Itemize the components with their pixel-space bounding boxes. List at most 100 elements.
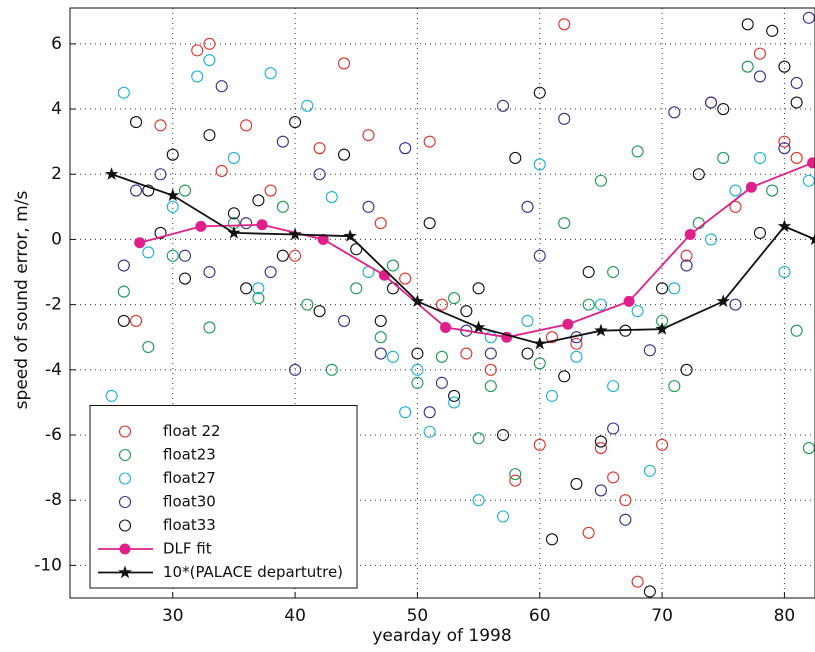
data-point: [558, 18, 571, 31]
data-point: [203, 321, 216, 334]
data-point: [374, 347, 387, 360]
data-point: [472, 282, 485, 295]
x-tick-label: 70: [651, 606, 673, 626]
legend-marker: [118, 565, 132, 579]
data-point: [435, 298, 448, 311]
data-point: [252, 282, 265, 295]
data-point: [203, 37, 216, 50]
data-point: [766, 24, 779, 37]
data-point: [471, 320, 486, 334]
data-point: [195, 220, 207, 232]
data-point: [484, 347, 497, 360]
data-point: [684, 229, 696, 241]
data-point: [692, 168, 705, 181]
legend-label: float23: [163, 446, 216, 464]
data-point: [484, 363, 497, 376]
data-point: [777, 219, 792, 233]
data-point: [623, 295, 635, 307]
y-tick-label: 2: [51, 164, 62, 184]
legend-label: float 22: [163, 422, 221, 440]
data-point: [704, 233, 718, 246]
data-point: [215, 80, 228, 93]
y-tick-label: 6: [51, 34, 62, 54]
data-point: [276, 200, 289, 213]
data-point: [460, 347, 473, 360]
data-point: [104, 167, 119, 180]
data-point: [807, 157, 815, 169]
data-point: [509, 468, 522, 481]
data-point: [656, 438, 669, 451]
data-point: [423, 406, 436, 419]
data-point: [594, 484, 607, 497]
data-point: [741, 60, 754, 73]
data-point: [594, 323, 608, 337]
data-point: [166, 200, 179, 213]
data-point: [484, 380, 497, 393]
legend-marker: [119, 543, 131, 555]
data-point: [753, 47, 767, 60]
data-point: [203, 129, 216, 142]
data-point: [374, 331, 387, 344]
data-point: [288, 227, 302, 241]
data-point: [252, 292, 265, 305]
legend-marker: [118, 519, 132, 532]
data-point: [497, 510, 510, 523]
plot-area: [104, 11, 815, 598]
data-point: [440, 321, 452, 333]
data-point: [178, 184, 192, 197]
data-point: [729, 200, 742, 213]
data-point: [778, 60, 791, 73]
data-point: [337, 148, 351, 161]
data-point: [680, 363, 693, 376]
data-point: [790, 324, 803, 337]
data-point: [313, 305, 326, 318]
data-point: [753, 70, 767, 83]
data-point: [178, 249, 192, 262]
data-point: [545, 533, 559, 546]
fit-line: [111, 173, 815, 345]
data-point: [729, 184, 742, 197]
y-tick-label: -6: [45, 425, 62, 445]
data-point: [448, 292, 461, 305]
data-point: [343, 229, 357, 242]
data-point: [729, 298, 742, 311]
data-point: [142, 340, 155, 354]
data-point: [594, 442, 607, 455]
data-point: [166, 148, 179, 161]
legend-marker: [118, 495, 132, 509]
data-point: [240, 282, 253, 295]
data-point: [423, 135, 436, 148]
data-point: [745, 181, 757, 193]
data-point: [656, 282, 669, 295]
x-tick-label: 80: [774, 606, 796, 626]
data-point: [509, 151, 522, 164]
data-point: [472, 494, 485, 507]
data-point: [741, 18, 754, 31]
data-point: [582, 526, 595, 539]
data-point: [105, 389, 118, 402]
fit-line: [139, 161, 813, 339]
data-point: [497, 99, 510, 112]
data-point: [533, 336, 547, 350]
data-point: [399, 272, 412, 285]
data-point: [362, 129, 375, 142]
data-point: [558, 112, 571, 125]
data-point: [717, 102, 730, 116]
data-point: [276, 135, 289, 148]
legend: float 22 float23 float27 float30 float33 DLF …: [89, 405, 358, 589]
data-point: [166, 188, 180, 202]
y-axis-label: speed of sound error, m/s: [12, 191, 32, 410]
data-point: [448, 396, 461, 409]
data-point: [154, 119, 167, 132]
data-point: [313, 168, 326, 181]
y-tick-label: -8: [45, 490, 62, 510]
data-point: [276, 249, 289, 262]
y-tick-label: -10: [34, 555, 62, 575]
x-tick-label: 60: [529, 606, 551, 626]
legend-label: float30: [163, 493, 216, 511]
data-point: [289, 249, 302, 262]
plot-frame: [69, 7, 815, 599]
data-point: [680, 249, 693, 262]
legend-marker: [118, 472, 132, 485]
